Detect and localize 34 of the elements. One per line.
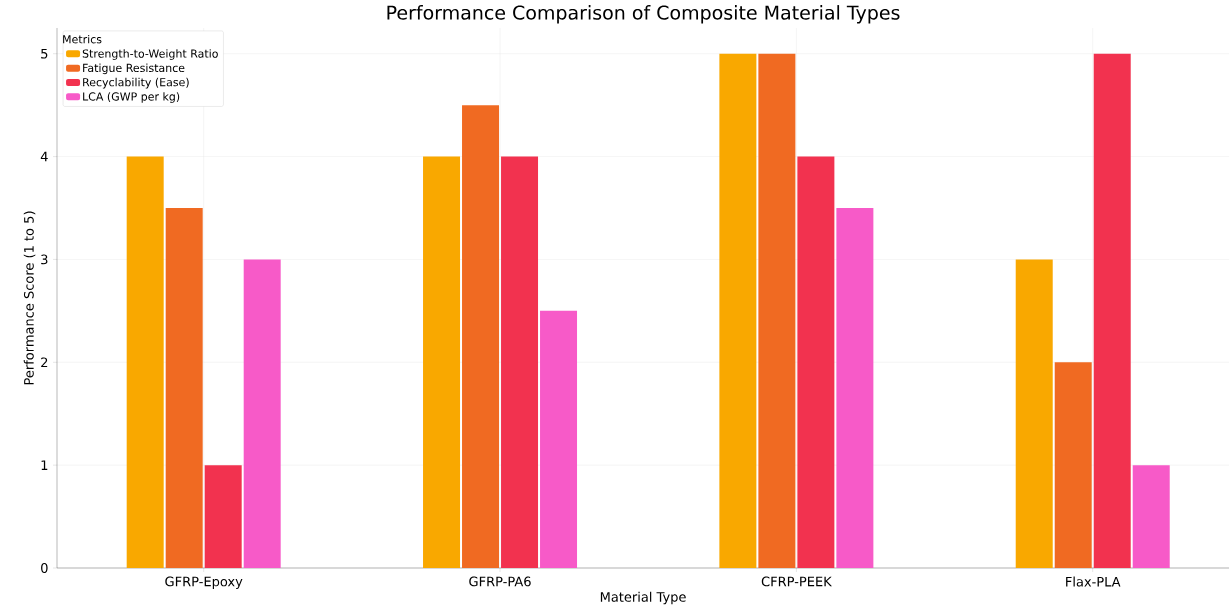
legend-label: Recyclability (Ease) bbox=[83, 77, 189, 89]
y-tick-label: 3 bbox=[41, 254, 48, 265]
bar bbox=[423, 156, 461, 568]
x-tick-label: CFRP-PEEK bbox=[761, 576, 832, 587]
bar bbox=[165, 208, 203, 568]
y-axis-title: Performance Score (1 to 5) bbox=[23, 211, 36, 385]
bar bbox=[501, 156, 539, 568]
chart-title: Performance Comparison of Composite Material Types bbox=[387, 5, 900, 24]
x-tick-label: Flax-PLA bbox=[1066, 576, 1121, 587]
bar bbox=[462, 105, 500, 568]
y-tick-label: 2 bbox=[41, 357, 48, 368]
x-tick-label: GFRP-PA6 bbox=[469, 576, 531, 587]
y-tick-label: 5 bbox=[41, 48, 48, 59]
bar bbox=[1093, 53, 1131, 568]
legend-label: Strength-to-Weight Ratio bbox=[82, 49, 218, 60]
bar bbox=[1132, 465, 1170, 568]
x-axis-title: Material Type bbox=[600, 591, 686, 605]
bar bbox=[243, 259, 281, 568]
bar bbox=[1015, 259, 1053, 568]
x-tick-label: GFRP-Epoxy bbox=[165, 576, 243, 589]
legend-label: Fatigue Resistance bbox=[83, 63, 185, 75]
bar bbox=[126, 156, 164, 568]
bar bbox=[719, 53, 757, 568]
y-tick-label: 4 bbox=[40, 151, 48, 162]
bar bbox=[540, 310, 578, 568]
legend-title: Metrics bbox=[63, 34, 102, 44]
bar bbox=[836, 208, 874, 568]
y-tick-label: 1 bbox=[41, 460, 48, 470]
bar bbox=[797, 156, 835, 568]
bar bbox=[1054, 362, 1092, 568]
y-tick-label: 0 bbox=[41, 563, 48, 573]
bar bbox=[204, 465, 242, 568]
legend-label: LCA (GWP per kg) bbox=[83, 92, 180, 103]
bar bbox=[758, 53, 796, 568]
